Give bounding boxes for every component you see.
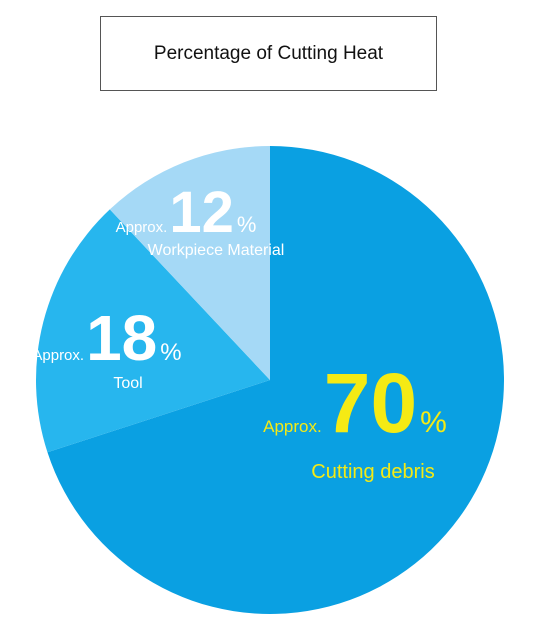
pie-slice-cutting-debris — [47, 146, 505, 614]
chart-title: Percentage of Cutting Heat — [100, 16, 437, 91]
data-label-name: Workpiece Material — [148, 242, 285, 259]
pie-slice-tool — [36, 209, 271, 453]
data-label-value: Approx.70% — [263, 356, 447, 450]
data-label-value: Approx.18% — [32, 302, 181, 374]
data-label-name: Cutting debris — [311, 461, 434, 483]
pie-slice-workpiece-material — [109, 146, 270, 380]
data-label-name: Tool — [113, 375, 142, 392]
data-label-value: Approx.12% — [116, 180, 257, 245]
